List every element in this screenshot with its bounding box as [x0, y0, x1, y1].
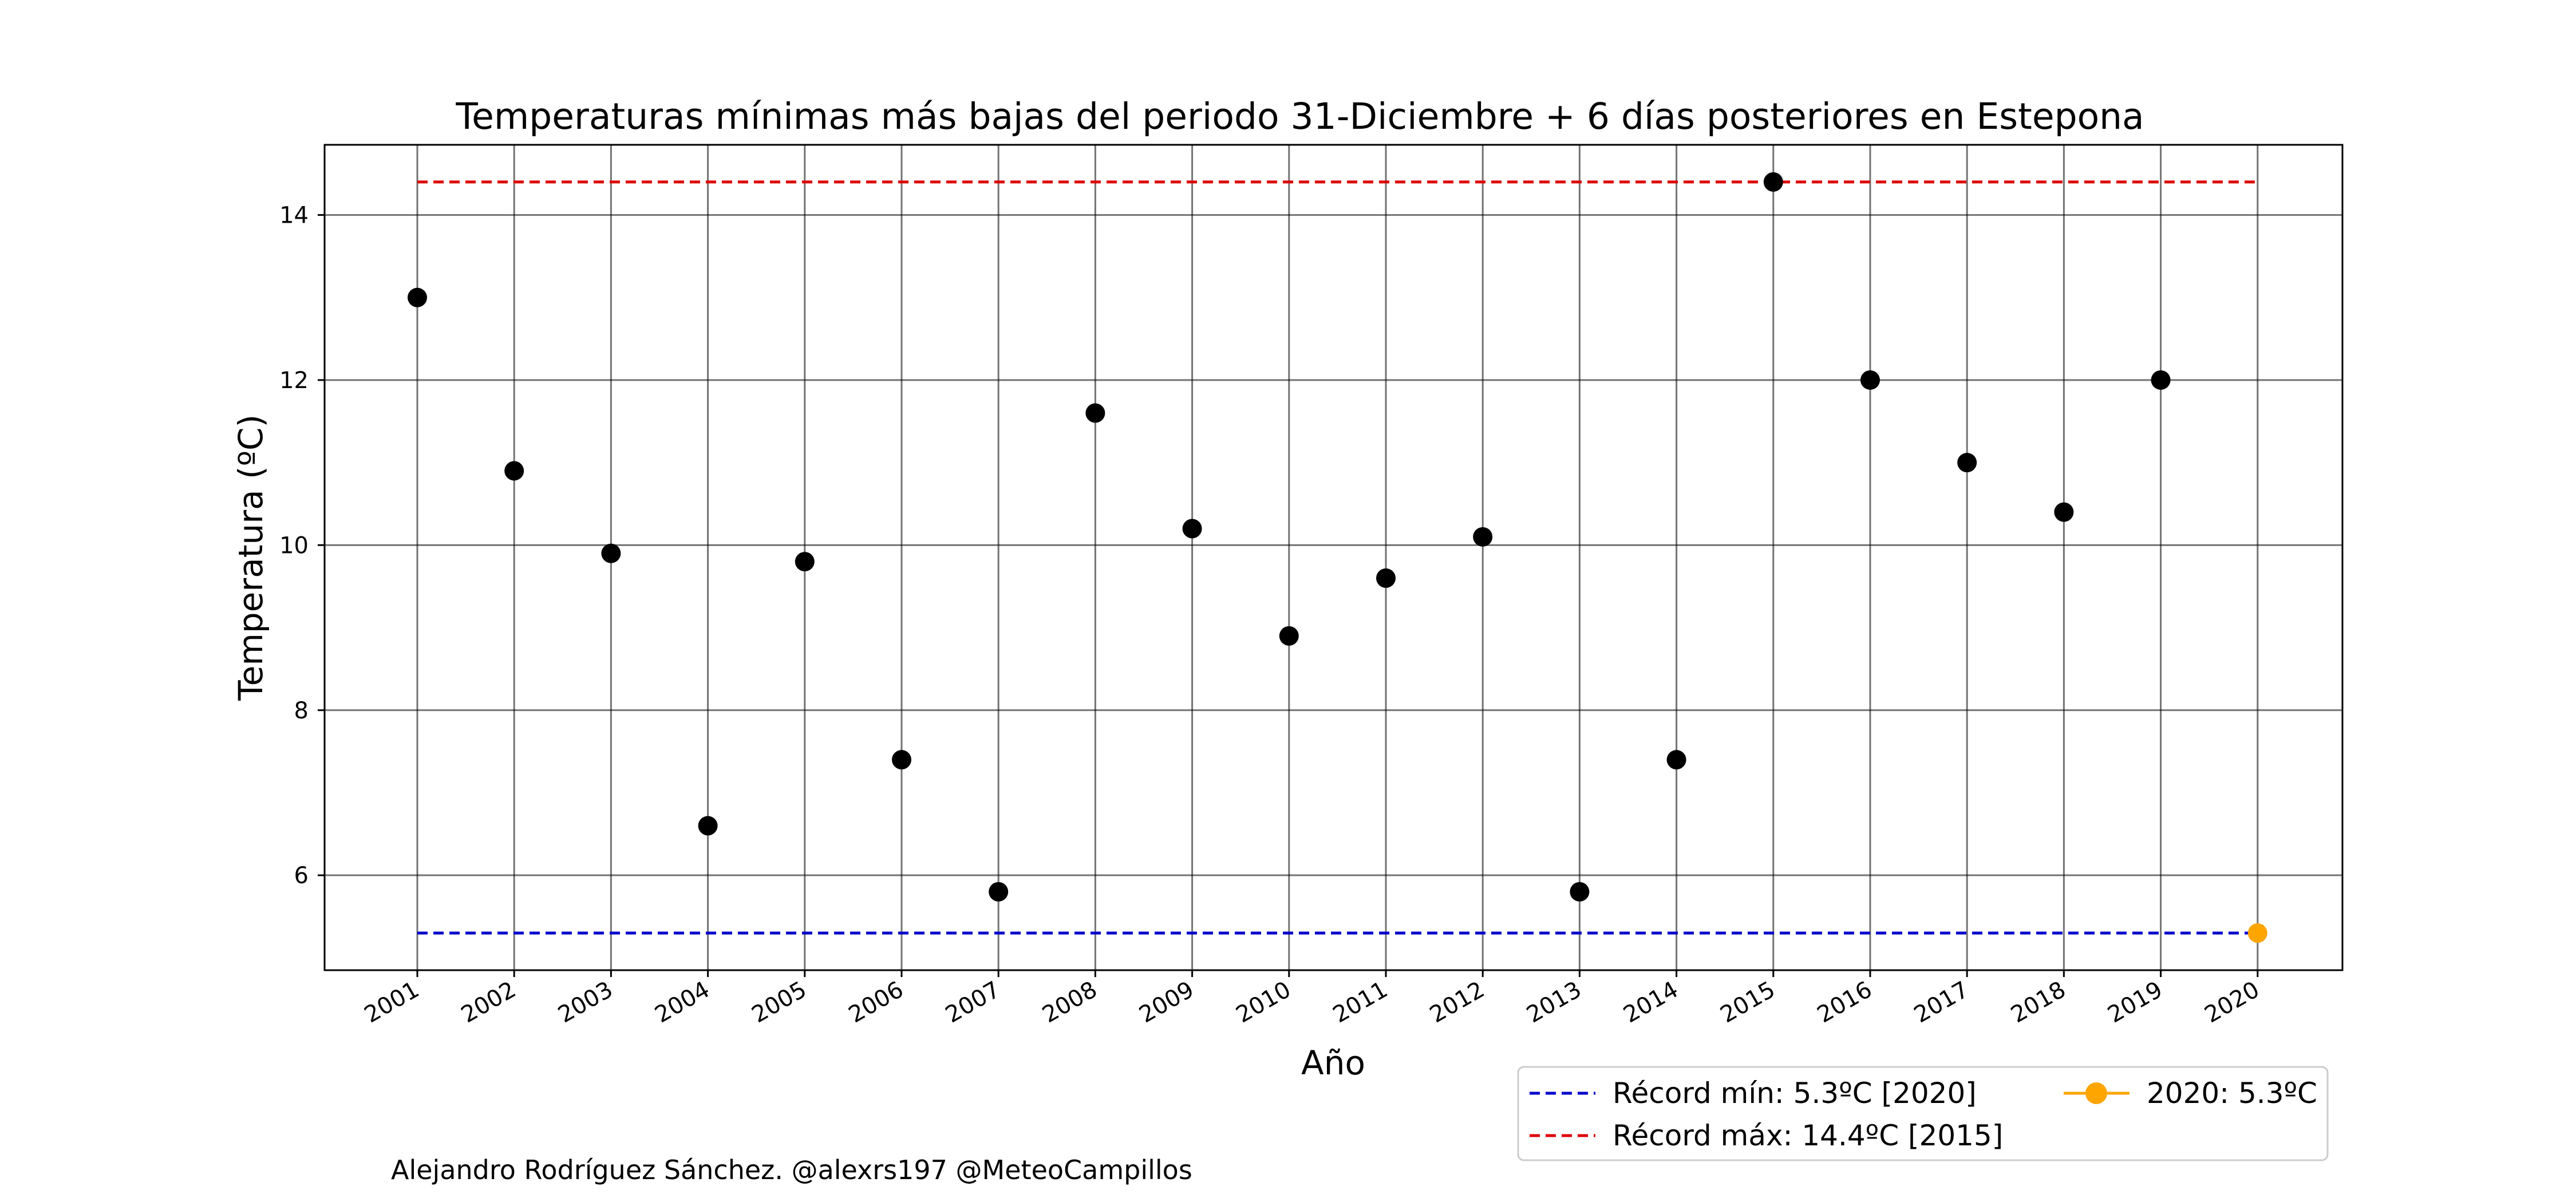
data-point [408, 287, 427, 307]
legend-swatch-2020-marker [2085, 1082, 2107, 1104]
data-point [1763, 172, 1783, 192]
y-tick-label: 6 [294, 863, 309, 889]
data-point [1279, 626, 1299, 646]
data-point [1957, 453, 1977, 473]
data-point [1182, 519, 1202, 539]
data-point [1473, 527, 1493, 547]
data-point [1570, 882, 1590, 902]
data-point [795, 552, 815, 572]
data-point [2247, 923, 2267, 943]
data-point [601, 543, 621, 563]
legend-label-record-min: Récord mín: 5.3ºC [2020] [1613, 1077, 1977, 1110]
y-axis-label: Temperatura (ºC) [231, 414, 270, 701]
data-point [989, 882, 1009, 902]
data-point [2151, 370, 2171, 390]
grid-layer [325, 145, 2342, 970]
data-point [1666, 750, 1686, 770]
data-point [698, 816, 718, 836]
data-point [2054, 502, 2074, 522]
data-point [1860, 370, 1880, 390]
reference-lines [417, 180, 2258, 935]
legend-box [1517, 1066, 2329, 1161]
legend: Récord mín: 5.3ºC [2020] Récord máx: 14.… [1517, 1066, 2329, 1161]
x-axis-label: Año [1301, 1043, 1365, 1082]
y-axis-ticks: 6 8 10 12 14 [279, 203, 325, 889]
credit-text: Alejandro Rodríguez Sánchez. @alexrs197 … [391, 1154, 1192, 1185]
plot-frame [323, 144, 2344, 971]
y-tick-label: 14 [279, 203, 309, 229]
data-point [1376, 568, 1396, 588]
y-tick-label: 12 [279, 367, 309, 394]
legend-label-2020: 2020: 5.3ºC [2147, 1077, 2317, 1110]
data-point [504, 461, 524, 481]
legend-label-record-max: Récord máx: 14.4ºC [2015] [1613, 1119, 2003, 1152]
y-tick-label: 10 [279, 532, 309, 559]
data-point [892, 750, 911, 770]
data-points [408, 172, 2267, 943]
y-tick-label: 8 [294, 698, 309, 724]
chart-title: Temperaturas mínimas más bajas del perio… [455, 96, 2144, 137]
data-point [1085, 403, 1105, 423]
